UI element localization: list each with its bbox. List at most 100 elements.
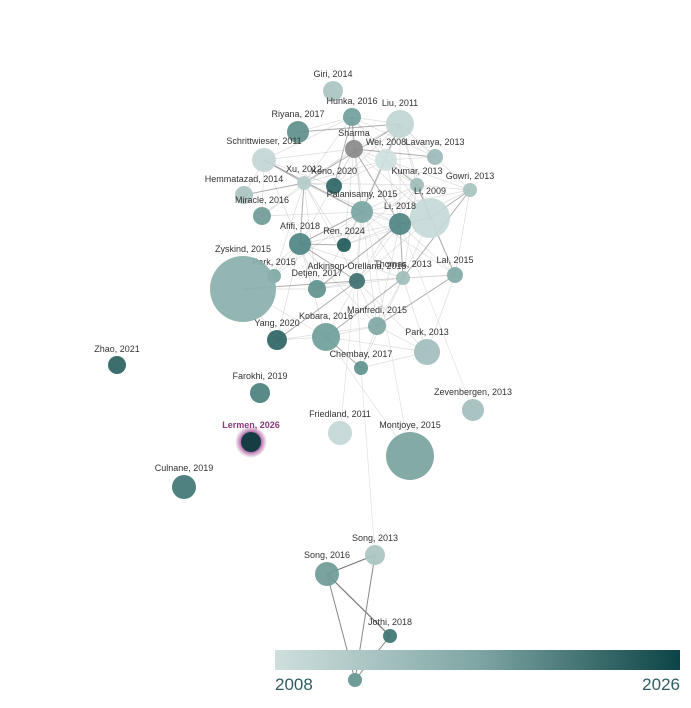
edge	[339, 211, 363, 434]
edge	[243, 182, 305, 196]
colorbar	[275, 650, 680, 670]
edge	[376, 223, 401, 327]
node-label: Park, 2013	[405, 327, 449, 337]
node	[396, 271, 410, 285]
node	[386, 432, 434, 480]
node-label: Gowri, 2013	[446, 171, 495, 181]
node	[368, 317, 386, 335]
node-label: Adkinson-Orellana, 2015	[307, 261, 406, 271]
node-label: Friedland, 2011	[309, 409, 371, 419]
node	[351, 201, 373, 223]
edge	[263, 159, 301, 245]
edge	[416, 184, 471, 191]
node-label: Zevenbergen, 2013	[434, 387, 512, 397]
node-label: Hemmatazad, 2014	[205, 174, 284, 184]
edge	[360, 367, 376, 556]
node	[343, 108, 361, 126]
node	[349, 273, 365, 289]
node	[108, 356, 126, 374]
edge	[325, 277, 404, 338]
node	[297, 176, 311, 190]
node	[241, 432, 261, 452]
node-label: Kono, 2020	[311, 166, 357, 176]
node-label: Hunka, 2016	[326, 96, 377, 106]
node-label: Song, 2013	[352, 533, 398, 543]
node-label: Farokhi, 2019	[232, 371, 287, 381]
edge	[351, 116, 436, 158]
edge	[343, 148, 355, 246]
node	[348, 673, 362, 687]
node	[323, 81, 343, 101]
nodes: Giri, 2014 Hunka, 2016 Liu, 2011 Riyana, 20…	[94, 69, 512, 687]
node-label: Afifi, 2018	[280, 221, 320, 231]
node	[326, 178, 342, 194]
edge	[276, 280, 358, 341]
edge	[356, 280, 428, 353]
edge	[454, 189, 471, 276]
node-label: Li, 2009	[414, 186, 446, 196]
edge	[263, 116, 353, 161]
edge	[353, 148, 411, 457]
edge	[353, 148, 401, 225]
edge	[325, 336, 411, 457]
edge	[399, 223, 474, 411]
node	[253, 207, 271, 225]
node	[447, 267, 463, 283]
edge	[303, 159, 387, 184]
node	[365, 545, 385, 565]
node-label: Sharma	[338, 128, 370, 138]
node	[267, 330, 287, 350]
edge	[343, 184, 418, 246]
edge	[402, 184, 418, 279]
edge	[399, 223, 456, 276]
node	[410, 178, 424, 192]
node-label: Liu, 2011	[382, 98, 418, 108]
node-label: Giri, 2014	[313, 69, 352, 79]
node-label: Miracle, 2016	[235, 195, 289, 205]
node-label: Thomas, 2013	[374, 259, 432, 269]
node-label: Li, 2018	[384, 201, 416, 211]
node-label: Schrittwieser, 2011	[226, 136, 301, 146]
node	[410, 198, 450, 238]
node	[354, 361, 368, 375]
edge	[326, 573, 391, 637]
edge	[299, 243, 358, 282]
node-label: Kobara, 2016	[299, 311, 353, 321]
edge	[263, 159, 335, 187]
node-label: Lermen, 2026	[222, 420, 280, 430]
node-label: Song, 2016	[304, 550, 350, 560]
colorbar-min: 2008	[275, 675, 313, 694]
node	[289, 233, 311, 255]
edge	[276, 243, 301, 341]
node	[383, 629, 397, 643]
edge	[361, 211, 456, 276]
node-label: Riyana, 2017	[271, 109, 324, 119]
node	[287, 121, 309, 143]
node	[308, 280, 326, 298]
edge	[316, 223, 401, 290]
edge	[303, 182, 318, 290]
node	[315, 562, 339, 586]
node	[312, 323, 340, 351]
edge	[356, 280, 362, 369]
edge	[356, 223, 401, 282]
edge	[361, 211, 404, 279]
edge	[426, 274, 456, 353]
node-label: Wei, 2008	[366, 137, 406, 147]
node	[463, 183, 477, 197]
edge	[299, 211, 363, 245]
edge	[353, 148, 436, 158]
node-label: Zhao, 2021	[94, 344, 140, 354]
edge	[376, 274, 456, 327]
edge	[325, 336, 428, 353]
node-label: Yang, 2020	[254, 318, 299, 328]
edge	[299, 148, 355, 245]
edge	[297, 123, 401, 133]
edge	[376, 277, 404, 327]
edge	[303, 182, 345, 246]
node	[210, 256, 276, 322]
node-label: Chembay, 2017	[330, 349, 393, 359]
node	[252, 148, 276, 172]
